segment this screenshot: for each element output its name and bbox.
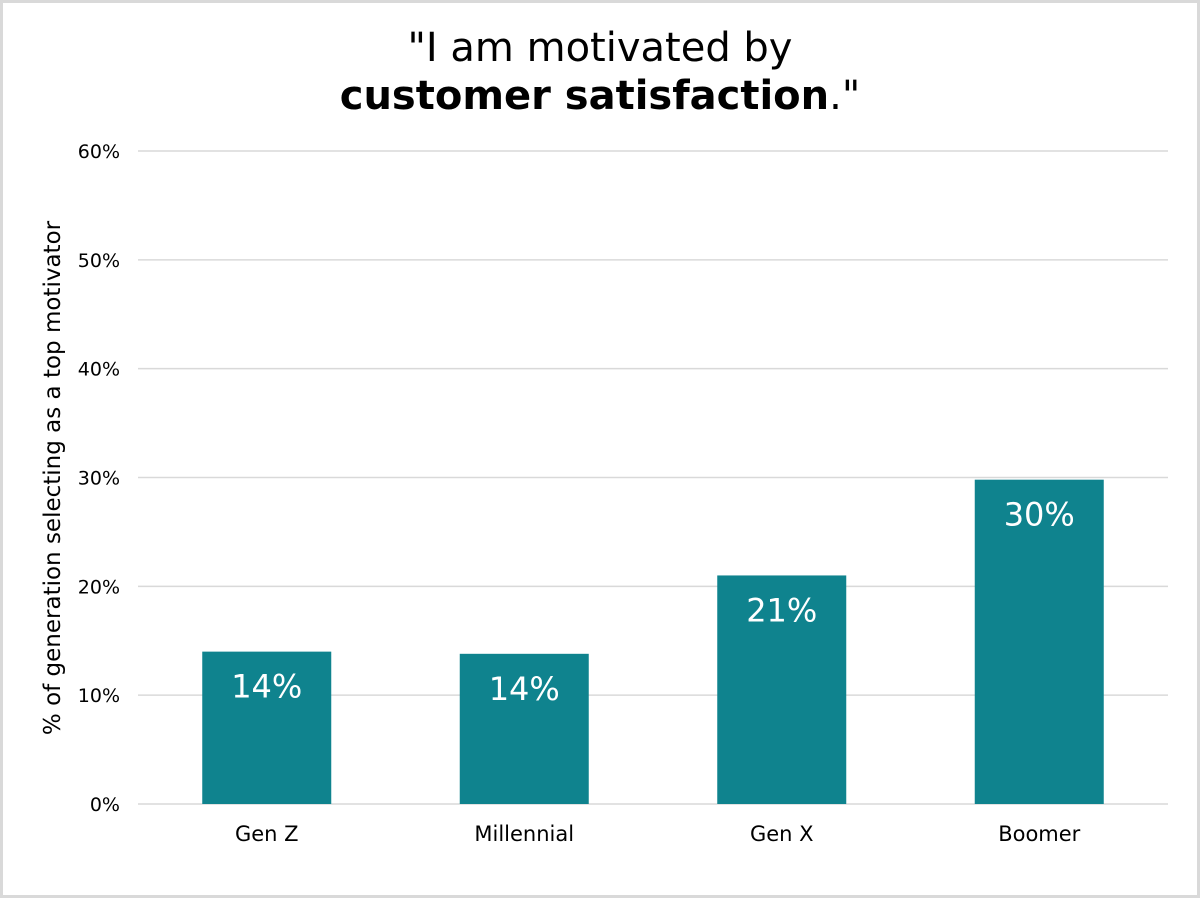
x-tick-label: Millennial: [474, 822, 574, 846]
y-tick-label: 60%: [78, 141, 120, 163]
y-tick-label: 10%: [78, 685, 120, 707]
bars: 14% 14% 21% 30%: [202, 479, 1104, 804]
bar-boomer: [974, 479, 1104, 804]
y-axis-title: % of generation selecting as a top motiv…: [40, 220, 66, 735]
x-tick-label: Boomer: [998, 822, 1080, 846]
x-tick-label: Gen Z: [235, 822, 299, 846]
bar-gen-z: [202, 651, 332, 804]
x-tick-label: Gen X: [750, 822, 814, 846]
y-tick-label: 0%: [90, 794, 120, 816]
data-label: 14%: [231, 668, 302, 706]
chart-title-suffix: .": [829, 73, 861, 119]
chart-title: "I am motivated by customer satisfaction…: [0, 24, 1200, 120]
bar-millennial: [459, 653, 589, 804]
x-axis-labels: Gen Z Millennial Gen X Boomer: [235, 822, 1081, 846]
chart-title-line-2: customer satisfaction.": [0, 72, 1200, 120]
data-label: 21%: [746, 591, 817, 629]
bar-gen-x: [717, 575, 847, 804]
chart-title-line-1: "I am motivated by: [407, 25, 793, 71]
chart-title-emphasis: customer satisfaction: [339, 73, 830, 119]
y-axis-ticks: 0% 10% 20% 30% 40% 50% 60%: [78, 141, 120, 816]
y-tick-label: 50%: [78, 250, 120, 272]
data-label: 30%: [1004, 496, 1075, 534]
y-tick-label: 40%: [78, 359, 120, 381]
y-tick-label: 20%: [78, 576, 120, 598]
data-label: 14%: [489, 670, 560, 708]
y-tick-label: 30%: [78, 468, 120, 490]
